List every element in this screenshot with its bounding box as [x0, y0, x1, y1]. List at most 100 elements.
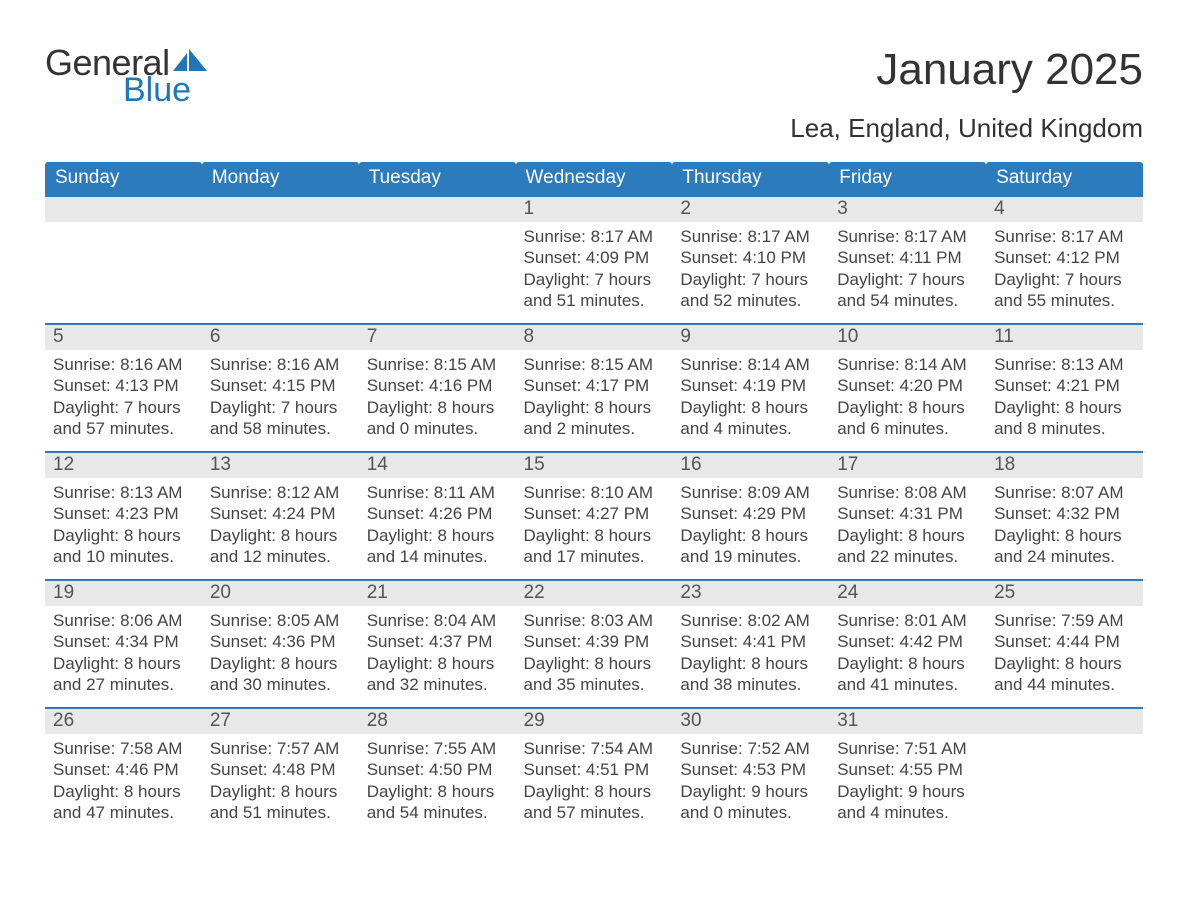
calendar-day-cell: 1Sunrise: 8:17 AMSunset: 4:09 PMDaylight… — [516, 196, 673, 324]
day-details: Sunrise: 8:04 AMSunset: 4:37 PMDaylight:… — [359, 606, 516, 703]
sunset-line: Sunset: 4:15 PM — [210, 375, 351, 396]
day-details: Sunrise: 7:51 AMSunset: 4:55 PMDaylight:… — [829, 734, 986, 831]
day-details: Sunrise: 8:16 AMSunset: 4:15 PMDaylight:… — [202, 350, 359, 447]
day-number: 27 — [202, 709, 359, 734]
calendar-day-cell: 3Sunrise: 8:17 AMSunset: 4:11 PMDaylight… — [829, 196, 986, 324]
daylight-line: Daylight: 8 hours and 14 minutes. — [367, 525, 508, 568]
day-details: Sunrise: 8:11 AMSunset: 4:26 PMDaylight:… — [359, 478, 516, 575]
daylight-line: Daylight: 8 hours and 30 minutes. — [210, 653, 351, 696]
sunrise-line: Sunrise: 8:12 AM — [210, 482, 351, 503]
sunset-line: Sunset: 4:09 PM — [524, 247, 665, 268]
location-subtitle: Lea, England, United Kingdom — [790, 113, 1143, 144]
calendar-day-cell: 6Sunrise: 8:16 AMSunset: 4:15 PMDaylight… — [202, 324, 359, 452]
sunrise-line: Sunrise: 8:02 AM — [680, 610, 821, 631]
sunset-line: Sunset: 4:21 PM — [994, 375, 1135, 396]
day-details: Sunrise: 7:54 AMSunset: 4:51 PMDaylight:… — [516, 734, 673, 831]
day-number: 28 — [359, 709, 516, 734]
day-number-bar-empty — [359, 197, 516, 222]
day-number: 24 — [829, 581, 986, 606]
day-details: Sunrise: 8:08 AMSunset: 4:31 PMDaylight:… — [829, 478, 986, 575]
calendar-day-cell — [202, 196, 359, 324]
day-number: 22 — [516, 581, 673, 606]
sunset-line: Sunset: 4:36 PM — [210, 631, 351, 652]
day-number: 5 — [45, 325, 202, 350]
day-number: 12 — [45, 453, 202, 478]
calendar-day-cell: 21Sunrise: 8:04 AMSunset: 4:37 PMDayligh… — [359, 580, 516, 708]
daylight-line: Daylight: 9 hours and 4 minutes. — [837, 781, 978, 824]
day-details: Sunrise: 8:17 AMSunset: 4:10 PMDaylight:… — [672, 222, 829, 319]
sunrise-line: Sunrise: 8:04 AM — [367, 610, 508, 631]
sunrise-line: Sunrise: 8:15 AM — [524, 354, 665, 375]
sunset-line: Sunset: 4:17 PM — [524, 375, 665, 396]
sunrise-line: Sunrise: 7:58 AM — [53, 738, 194, 759]
sunset-line: Sunset: 4:27 PM — [524, 503, 665, 524]
sunset-line: Sunset: 4:23 PM — [53, 503, 194, 524]
sunset-line: Sunset: 4:41 PM — [680, 631, 821, 652]
day-details: Sunrise: 8:02 AMSunset: 4:41 PMDaylight:… — [672, 606, 829, 703]
calendar-day-cell: 15Sunrise: 8:10 AMSunset: 4:27 PMDayligh… — [516, 452, 673, 580]
day-number: 29 — [516, 709, 673, 734]
daylight-line: Daylight: 8 hours and 19 minutes. — [680, 525, 821, 568]
day-details: Sunrise: 8:17 AMSunset: 4:09 PMDaylight:… — [516, 222, 673, 319]
sunrise-line: Sunrise: 8:07 AM — [994, 482, 1135, 503]
sunrise-line: Sunrise: 8:03 AM — [524, 610, 665, 631]
daylight-line: Daylight: 7 hours and 51 minutes. — [524, 269, 665, 312]
day-number-bar-empty — [45, 197, 202, 222]
sunset-line: Sunset: 4:13 PM — [53, 375, 194, 396]
sunset-line: Sunset: 4:42 PM — [837, 631, 978, 652]
calendar-day-cell: 10Sunrise: 8:14 AMSunset: 4:20 PMDayligh… — [829, 324, 986, 452]
header-row: General Blue January 2025 Lea, England, … — [45, 45, 1143, 144]
day-details: Sunrise: 8:15 AMSunset: 4:17 PMDaylight:… — [516, 350, 673, 447]
sunset-line: Sunset: 4:11 PM — [837, 247, 978, 268]
calendar-day-cell: 17Sunrise: 8:08 AMSunset: 4:31 PMDayligh… — [829, 452, 986, 580]
sunset-line: Sunset: 4:53 PM — [680, 759, 821, 780]
calendar-day-cell — [45, 196, 202, 324]
sunset-line: Sunset: 4:46 PM — [53, 759, 194, 780]
day-number: 15 — [516, 453, 673, 478]
calendar-day-cell: 11Sunrise: 8:13 AMSunset: 4:21 PMDayligh… — [986, 324, 1143, 452]
sunrise-line: Sunrise: 8:11 AM — [367, 482, 508, 503]
calendar-day-cell: 16Sunrise: 8:09 AMSunset: 4:29 PMDayligh… — [672, 452, 829, 580]
sunset-line: Sunset: 4:48 PM — [210, 759, 351, 780]
sunrise-line: Sunrise: 8:17 AM — [994, 226, 1135, 247]
daylight-line: Daylight: 8 hours and 10 minutes. — [53, 525, 194, 568]
calendar-week-row: 19Sunrise: 8:06 AMSunset: 4:34 PMDayligh… — [45, 580, 1143, 708]
daylight-line: Daylight: 8 hours and 2 minutes. — [524, 397, 665, 440]
sunrise-line: Sunrise: 7:57 AM — [210, 738, 351, 759]
sunrise-line: Sunrise: 7:55 AM — [367, 738, 508, 759]
daylight-line: Daylight: 8 hours and 17 minutes. — [524, 525, 665, 568]
calendar-day-cell: 20Sunrise: 8:05 AMSunset: 4:36 PMDayligh… — [202, 580, 359, 708]
calendar-day-cell: 24Sunrise: 8:01 AMSunset: 4:42 PMDayligh… — [829, 580, 986, 708]
day-number: 10 — [829, 325, 986, 350]
day-details: Sunrise: 8:03 AMSunset: 4:39 PMDaylight:… — [516, 606, 673, 703]
day-number: 13 — [202, 453, 359, 478]
calendar-day-cell: 23Sunrise: 8:02 AMSunset: 4:41 PMDayligh… — [672, 580, 829, 708]
calendar-column-header: Wednesday — [516, 162, 673, 196]
sunrise-line: Sunrise: 7:59 AM — [994, 610, 1135, 631]
sunset-line: Sunset: 4:19 PM — [680, 375, 821, 396]
day-details: Sunrise: 7:55 AMSunset: 4:50 PMDaylight:… — [359, 734, 516, 831]
calendar-week-row: 5 Sunrise: 8:16 AM Sunset: 4:13 PM Daylight… — [45, 324, 1143, 452]
sunrise-line: Sunrise: 8:17 AM — [524, 226, 665, 247]
calendar-column-header: Tuesday — [359, 162, 516, 196]
sunrise-line: Sunrise: 8:13 AM — [53, 482, 194, 503]
day-number: 16 — [672, 453, 829, 478]
day-number: 30 — [672, 709, 829, 734]
calendar-day-cell: 9Sunrise: 8:14 AMSunset: 4:19 PMDaylight… — [672, 324, 829, 452]
daylight-line: Daylight: 7 hours and 55 minutes. — [994, 269, 1135, 312]
day-details: Sunrise: 8:06 AMSunset: 4:34 PMDaylight:… — [45, 606, 202, 703]
calendar-day-cell: 14Sunrise: 8:11 AMSunset: 4:26 PMDayligh… — [359, 452, 516, 580]
sunset-line: Sunset: 4:12 PM — [994, 247, 1135, 268]
calendar-week-row: 1Sunrise: 8:17 AMSunset: 4:09 PMDaylight… — [45, 196, 1143, 324]
sunrise-line: Sunrise: 8:17 AM — [837, 226, 978, 247]
calendar-day-cell: 28Sunrise: 7:55 AMSunset: 4:50 PMDayligh… — [359, 708, 516, 836]
day-details: Sunrise: 7:59 AMSunset: 4:44 PMDaylight:… — [986, 606, 1143, 703]
daylight-line: Daylight: 8 hours and 38 minutes. — [680, 653, 821, 696]
day-number: 23 — [672, 581, 829, 606]
sunrise-line: Sunrise: 8:16 AM — [210, 354, 351, 375]
title-block: January 2025 Lea, England, United Kingdo… — [790, 45, 1143, 144]
day-details: Sunrise: 8:15 AMSunset: 4:16 PMDaylight:… — [359, 350, 516, 447]
sunrise-line: Sunrise: 8:08 AM — [837, 482, 978, 503]
day-details: Sunrise: 8:05 AMSunset: 4:36 PMDaylight:… — [202, 606, 359, 703]
calendar-day-cell: 22Sunrise: 8:03 AMSunset: 4:39 PMDayligh… — [516, 580, 673, 708]
